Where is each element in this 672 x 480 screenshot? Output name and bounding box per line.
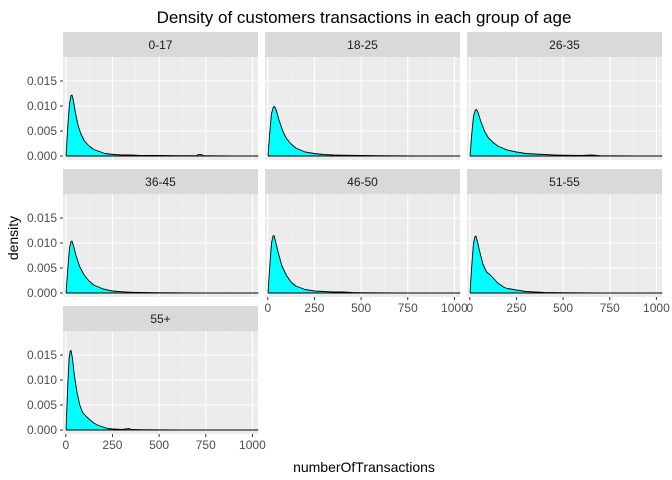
strip-background	[467, 32, 662, 57]
x-tick-label: 250	[304, 301, 324, 315]
facet-panel-18-25: 18-25	[265, 32, 461, 160]
strip-background	[265, 169, 460, 194]
y-tick-label: 0.000	[27, 149, 57, 163]
panel-background	[63, 57, 258, 160]
strip-background	[63, 32, 258, 57]
x-tick-label: 750	[600, 301, 620, 315]
strip-background	[63, 306, 258, 331]
y-tick-label: 0.005	[27, 124, 57, 138]
x-tick-label: 500	[553, 301, 573, 315]
density-area	[469, 235, 663, 294]
panel-background	[265, 194, 460, 297]
facet-panel-46-50: 46-50 0 250 500 750 1000	[264, 169, 468, 315]
y-axis-title: density	[5, 216, 21, 260]
x-tick-label: 500	[149, 438, 169, 452]
strip-label: 51-55	[549, 175, 580, 189]
panel-background	[265, 57, 460, 160]
y-tick-label: 0.000	[27, 286, 57, 300]
y-tick-label: 0.010	[27, 236, 57, 250]
y-tick-label: 0.010	[27, 99, 57, 113]
x-tick-label: 0	[62, 438, 69, 452]
strip-label: 26-35	[549, 38, 580, 52]
x-tick-label: 0	[264, 301, 271, 315]
y-tick-label: 0.015	[27, 211, 57, 225]
strip-label: 36-45	[145, 175, 176, 189]
panel-background	[467, 57, 662, 160]
strip-background	[63, 169, 258, 194]
facet-panel-0-17: 0-17 0.000 0.005 0.010 0.015	[27, 32, 259, 163]
strip-label: 46-50	[347, 175, 378, 189]
x-tick-label: 1000	[643, 301, 670, 315]
density-area	[267, 235, 461, 294]
x-tick-label: 250	[506, 301, 526, 315]
facet-panel-55+: 55+ 0.000 0.005 0.010 0.015 0 250 500 750 1000	[27, 306, 266, 452]
x-tick-label: 250	[102, 438, 122, 452]
density-area	[65, 350, 259, 431]
x-tick-label: 1000	[239, 438, 266, 452]
panel-background	[63, 194, 258, 297]
chart-title: Density of customers transactions in eac…	[157, 8, 572, 27]
y-tick-label: 0.015	[27, 74, 57, 88]
facet-panel-51-55: 51-55 0 250 500 750 1000	[466, 169, 670, 315]
y-tick-label: 0.015	[27, 348, 57, 362]
x-tick-label: 1000	[441, 301, 468, 315]
strip-label: 18-25	[347, 38, 378, 52]
x-tick-label: 0	[466, 301, 473, 315]
density-area	[65, 240, 259, 294]
y-tick-label: 0.005	[27, 398, 57, 412]
panel-background	[63, 331, 258, 434]
x-tick-label: 500	[351, 301, 371, 315]
x-tick-label: 750	[398, 301, 418, 315]
density-area	[65, 94, 259, 157]
strip-background	[265, 32, 460, 57]
density-area	[469, 109, 663, 157]
y-tick-label: 0.010	[27, 373, 57, 387]
x-axis-title: numberOfTransactions	[293, 459, 435, 475]
strip-label: 55+	[150, 312, 170, 326]
panel-background	[467, 194, 662, 297]
facet-panel-36-45: 36-45 0.000 0.005 0.010 0.015	[27, 169, 259, 300]
strip-background	[467, 169, 662, 194]
facet-panel-26-35: 26-35	[467, 32, 663, 160]
facet-panels: 0-17 0.000 0.005 0.010 0.015 18-25 26-35 36-45 0…	[27, 32, 670, 452]
y-tick-label: 0.000	[27, 423, 57, 437]
x-tick-label: 750	[196, 438, 216, 452]
y-tick-label: 0.005	[27, 261, 57, 275]
density-area	[267, 106, 461, 157]
strip-label: 0-17	[148, 38, 172, 52]
